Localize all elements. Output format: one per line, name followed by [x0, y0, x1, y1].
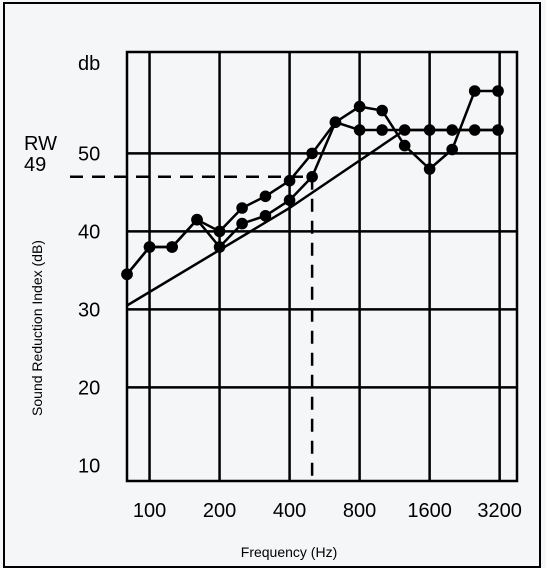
series-1-point	[492, 85, 504, 97]
series-2-point	[143, 241, 156, 253]
series-2-point	[423, 124, 436, 136]
series-2-point	[329, 116, 342, 128]
y-unit-label: db	[78, 53, 100, 75]
x-tick-label: 100	[133, 500, 166, 522]
series-1-point	[398, 139, 411, 152]
series-1-point	[306, 171, 318, 183]
y-axis-title: Sound Reduction Index (dB)	[29, 240, 45, 416]
y-tick-label: 40	[78, 221, 100, 243]
series-2-point	[213, 225, 226, 238]
series-2-point	[191, 213, 203, 226]
series-2-point	[468, 124, 481, 136]
y-tick-label: 50	[78, 143, 100, 165]
series-2-point	[166, 241, 178, 253]
series-1-point	[236, 217, 248, 230]
series-2-point	[353, 124, 366, 136]
series-2-point	[121, 268, 133, 281]
series-1-point	[376, 104, 388, 117]
chart-frame	[3, 2, 541, 568]
tick-labels: 100 200 400 800 1600 3200 10 20 30 40 50	[78, 143, 522, 522]
rw-value-label: 49	[24, 154, 46, 176]
chart-marks	[70, 85, 504, 481]
series-2-point	[398, 124, 411, 136]
x-tick-label: 200	[203, 500, 236, 522]
y-tick-label: 10	[78, 455, 100, 477]
x-axis-title: Frequency (Hz)	[241, 544, 337, 560]
x-tick-label: 400	[273, 500, 306, 522]
series-1-point	[446, 143, 458, 156]
series-2-point	[259, 190, 272, 203]
series-2-point	[376, 124, 388, 136]
x-tick-label: 800	[343, 500, 376, 522]
plot-border	[125, 50, 519, 483]
series-1-point	[468, 85, 481, 97]
series-2-point	[283, 174, 296, 187]
series-1-point	[423, 163, 436, 175]
series-2-point	[236, 202, 248, 214]
series-1-point	[259, 210, 272, 222]
x-tick-label: 3200	[477, 500, 522, 522]
rw-label: RW	[24, 133, 57, 155]
series-1-point	[283, 194, 296, 206]
x-tick-label: 1600	[407, 500, 452, 522]
series-2-point	[492, 124, 504, 136]
series-1-point	[353, 100, 366, 113]
grid	[125, 50, 519, 483]
series-2-point	[306, 147, 318, 160]
series-1-point	[213, 241, 226, 253]
series-2-point	[446, 124, 458, 136]
y-tick-label: 20	[78, 377, 100, 399]
y-tick-label: 30	[78, 299, 100, 321]
